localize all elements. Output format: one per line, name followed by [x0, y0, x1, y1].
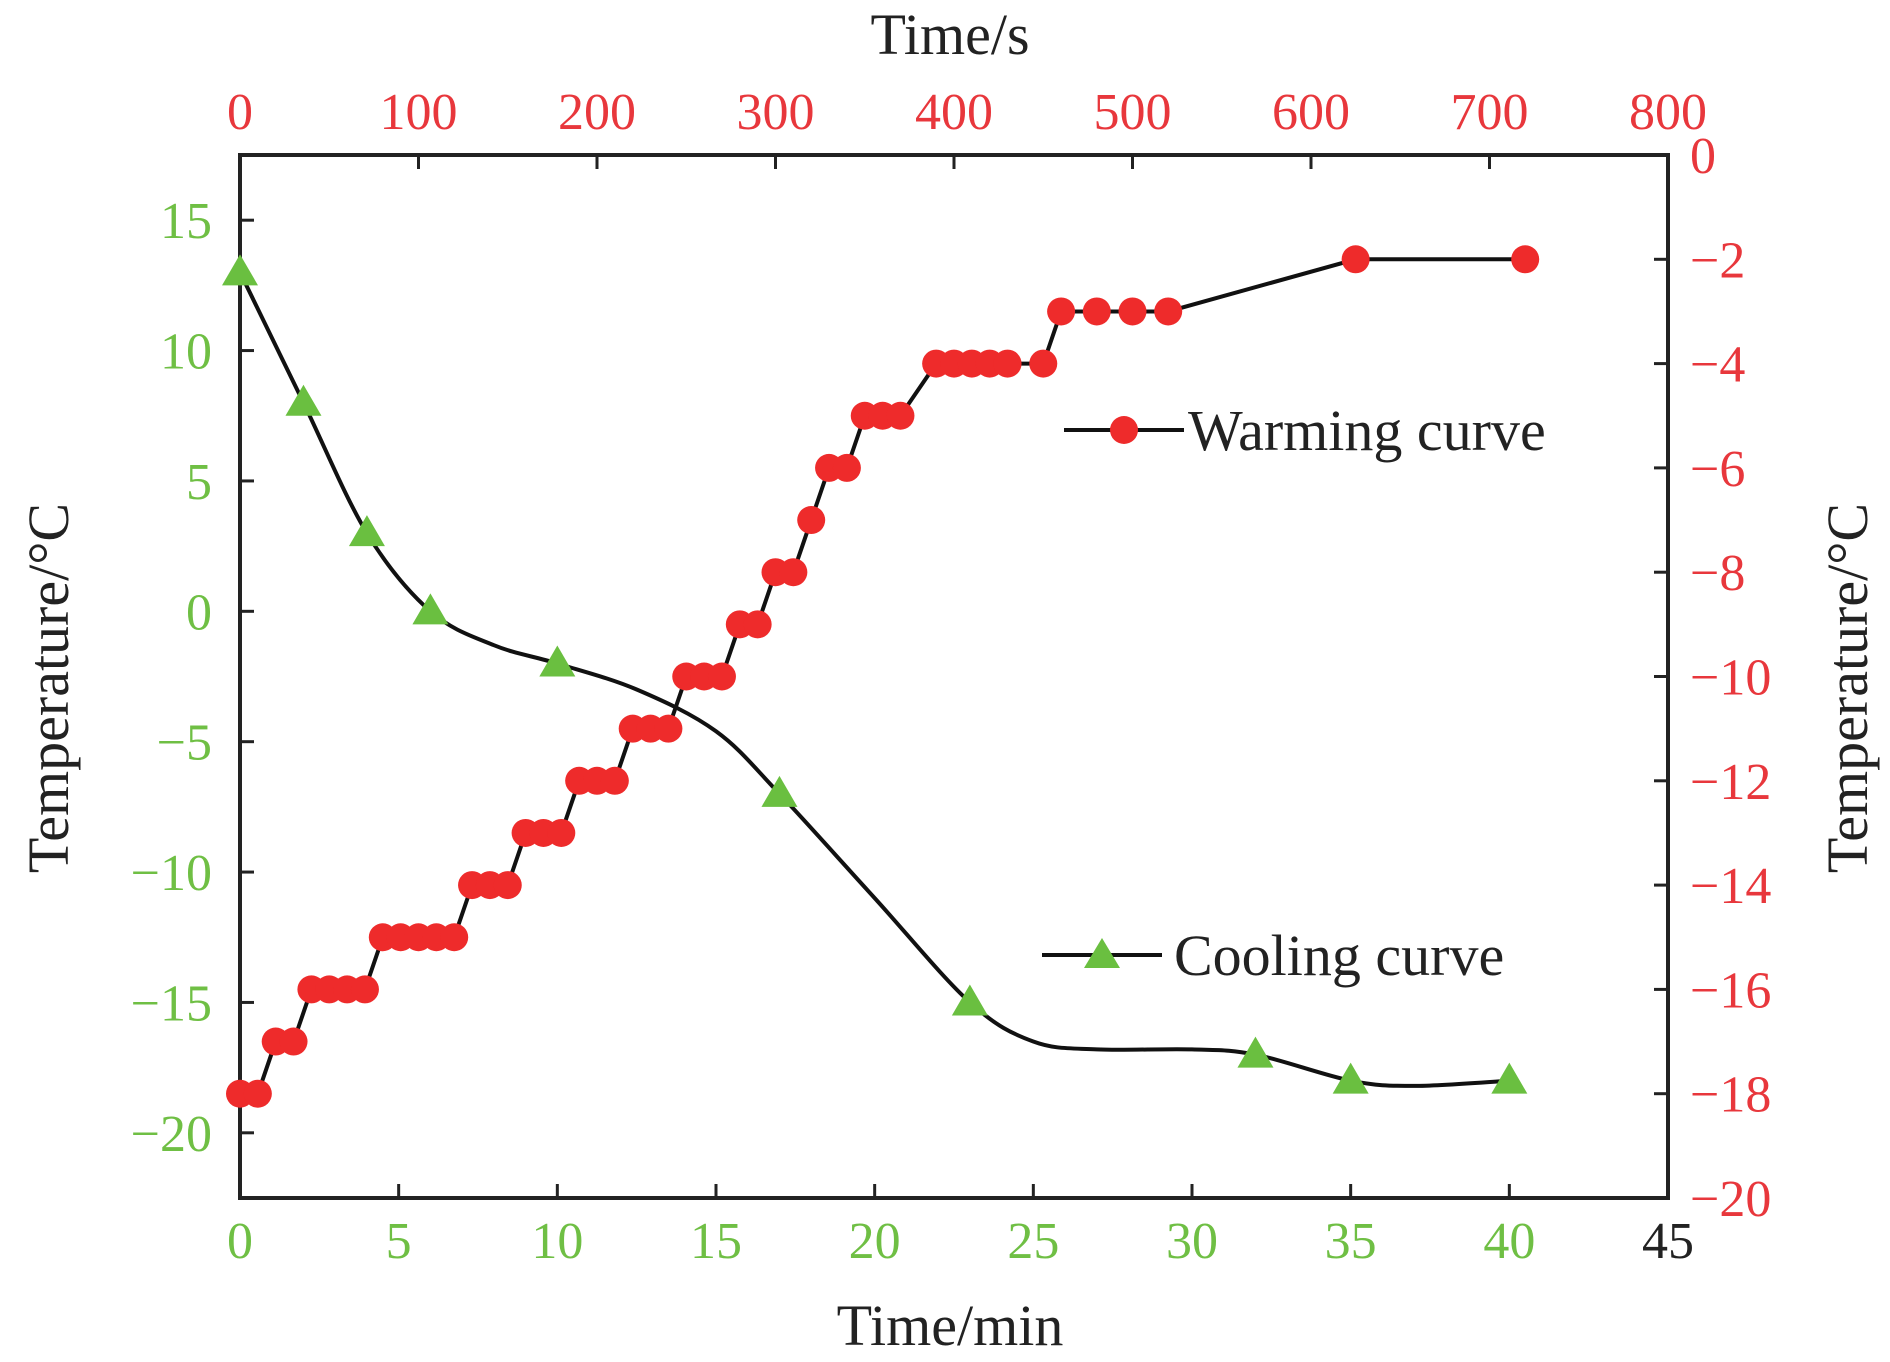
warming-curve-point: [1029, 349, 1058, 378]
legend-cooling-marker: [1084, 938, 1120, 968]
y-left-tick-label: 10: [160, 324, 212, 381]
plot-area: [238, 153, 1670, 1200]
warming-curve-point: [993, 349, 1022, 378]
x-bottom-tick-label: 15: [690, 1213, 742, 1270]
warming-curve-point: [440, 923, 469, 952]
warming-curve-point: [1341, 245, 1370, 274]
warming-curve-point: [243, 1079, 272, 1108]
y-right-tick-label: 0: [1690, 128, 1716, 185]
y-left-tick-label: −20: [131, 1106, 212, 1163]
x-top-tick-label: 700: [1451, 84, 1529, 141]
warming-curve-point: [1511, 245, 1540, 274]
warming-curve-point: [707, 662, 736, 691]
x-top-tick-label: 300: [737, 84, 815, 141]
x-bottom-tick-label: 45: [1642, 1213, 1694, 1270]
x-top-tick-label: 600: [1272, 84, 1350, 141]
cooling-curve-point: [222, 254, 258, 286]
axis-ticks: [238, 153, 1670, 1200]
warming-curve-point: [886, 401, 915, 430]
legend-cooling-label: Cooling curve: [1174, 923, 1504, 988]
legend-item-warming: Warming curve: [1064, 398, 1546, 463]
cooling-curve-point: [1332, 1062, 1369, 1094]
y-right-tick-label: −16: [1690, 962, 1771, 1019]
warming-curve-point: [547, 818, 576, 847]
warming-curve-point: [654, 714, 683, 743]
x-top-tick-label: 800: [1629, 84, 1707, 141]
cooling-curve-point: [951, 984, 988, 1016]
y-right-axis-title: Temperature/°C: [1815, 503, 1880, 873]
y-right-tick-label: −20: [1690, 1171, 1771, 1228]
x-bottom-tick-label: 30: [1166, 1213, 1218, 1270]
legend-item-cooling: Cooling curve: [1042, 923, 1504, 988]
warming-curve-point: [797, 506, 826, 535]
cooling-curve-point: [348, 515, 385, 547]
warming-curve-point: [350, 975, 379, 1004]
warming-curve-point: [1154, 297, 1183, 326]
x-bottom-tick-label: 10: [531, 1213, 583, 1270]
warming-curve-point: [1118, 297, 1147, 326]
y-right-tick-label: −4: [1690, 337, 1745, 394]
cooling-curve-point: [412, 593, 449, 625]
y-left-tick-label: −5: [157, 715, 212, 772]
y-left-tick-label: 0: [186, 584, 212, 641]
warming-curve-point: [779, 558, 808, 587]
plot-frame: [238, 153, 1670, 1200]
legend-warming-label: Warming curve: [1188, 398, 1546, 463]
y-right-tick-label: −18: [1690, 1067, 1771, 1124]
warming-curve-point: [832, 453, 861, 482]
legend: Warming curve Cooling curve: [1042, 398, 1546, 988]
warming-curve-point: [1047, 297, 1076, 326]
x-bottom-tick-label: 40: [1483, 1213, 1535, 1270]
x-top-tick-label: 500: [1094, 84, 1172, 141]
warming-curve-point: [743, 610, 772, 639]
warming-curve-point: [600, 766, 629, 795]
cooling-curve-point: [1237, 1036, 1274, 1068]
tick-labels: 0 5 10 15 20 25 30 35 40 450 100 200 300 400 500 600 700…: [131, 84, 1772, 1270]
x-bottom-tick-label: 20: [849, 1213, 901, 1270]
cooling-curve-point: [285, 384, 322, 416]
x-top-axis-title: Time/s: [870, 2, 1029, 67]
x-bottom-tick-label: 0: [227, 1213, 253, 1270]
y-right-tick-label: −8: [1690, 545, 1745, 602]
warming-curve-point: [493, 871, 522, 900]
series-group: [222, 245, 1540, 1108]
warming-curve-point: [1082, 297, 1111, 326]
cooling-curve-point: [539, 645, 576, 677]
warming-curve-point: [279, 1027, 308, 1056]
x-bottom-tick-label: 5: [386, 1213, 412, 1270]
y-left-tick-label: 15: [160, 193, 212, 250]
x-bottom-tick-label: 35: [1325, 1213, 1377, 1270]
x-top-tick-label: 400: [915, 84, 993, 141]
y-right-tick-label: −12: [1690, 754, 1771, 811]
y-left-tick-label: −15: [131, 975, 212, 1032]
y-left-tick-label: 5: [186, 454, 212, 511]
x-top-tick-label: 200: [558, 84, 636, 141]
x-bottom-axis-title: Time/min: [837, 1293, 1064, 1358]
y-right-tick-label: −2: [1690, 232, 1745, 289]
x-bottom-tick-label: 25: [1007, 1213, 1059, 1270]
cooling-curve-point: [1491, 1062, 1528, 1094]
y-right-tick-label: −6: [1690, 441, 1745, 498]
y-right-tick-label: −10: [1690, 650, 1771, 707]
y-left-tick-label: −10: [131, 845, 212, 902]
y-left-axis-title: Temperature/°C: [16, 503, 81, 873]
x-top-tick-label: 0: [227, 84, 253, 141]
cooling-curve-point: [761, 775, 798, 807]
x-top-tick-label: 100: [380, 84, 458, 141]
legend-warming-marker: [1110, 416, 1138, 444]
y-right-tick-label: −14: [1690, 858, 1771, 915]
